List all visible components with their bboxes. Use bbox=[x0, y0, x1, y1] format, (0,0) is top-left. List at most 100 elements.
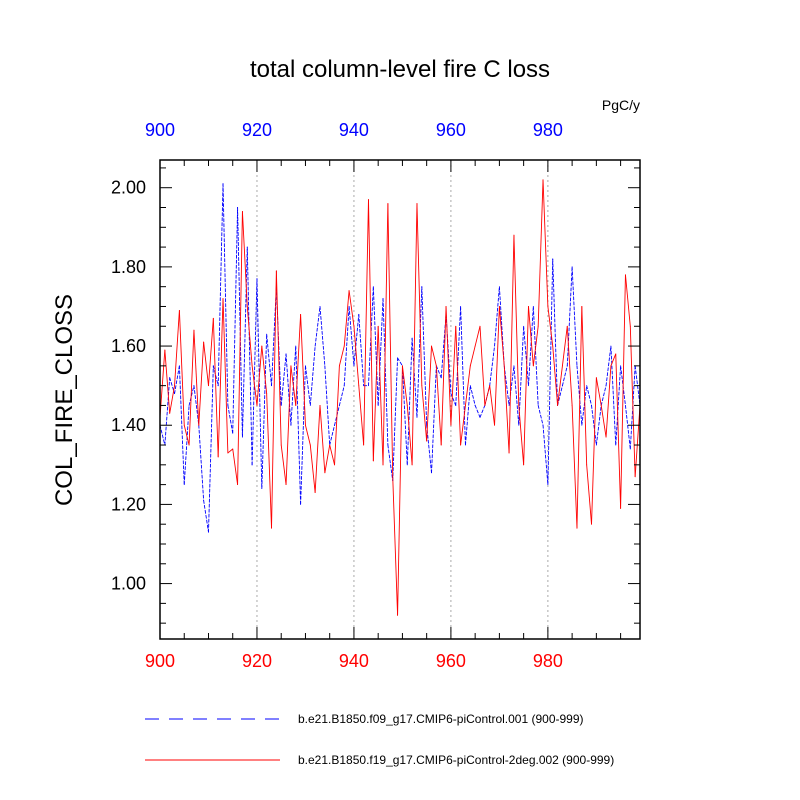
series-2-segment bbox=[183, 424, 190, 446]
series-2-segment bbox=[309, 444, 316, 493]
series-1-segment bbox=[217, 183, 224, 387]
series-1-segment bbox=[324, 365, 331, 446]
series-2-segment bbox=[591, 377, 597, 525]
series-2-segment bbox=[188, 329, 195, 446]
series-2-segment bbox=[174, 309, 180, 387]
series-2-segment bbox=[566, 325, 573, 406]
series-1-segment bbox=[309, 345, 316, 406]
series-1-segment bbox=[329, 424, 335, 446]
series-2-segment bbox=[561, 325, 568, 367]
series-2-segment bbox=[295, 313, 302, 406]
series-1-segment bbox=[232, 207, 239, 434]
series-2-segment bbox=[513, 234, 520, 406]
series-2-segment bbox=[348, 290, 355, 327]
series-2-segment bbox=[275, 270, 282, 446]
series-2-segment bbox=[305, 424, 311, 446]
series-1-segment bbox=[266, 333, 272, 387]
series-2-segment bbox=[416, 203, 423, 387]
series-1-segment bbox=[450, 393, 457, 406]
series-2-segment bbox=[426, 345, 432, 442]
series-2-segment bbox=[494, 306, 500, 426]
series-1-segment bbox=[314, 306, 321, 347]
axis-layer: 900 900 920 920 940 940 960 960 980 980 1.00 1.20 1.… bbox=[111, 120, 640, 671]
series-2-segment bbox=[615, 353, 622, 509]
series-1-segment bbox=[431, 365, 437, 474]
series-2-segment bbox=[271, 270, 277, 529]
plot-frame bbox=[159, 159, 641, 640]
series-1-segment bbox=[295, 345, 302, 505]
series-1-segment bbox=[406, 337, 413, 466]
series-1-segment bbox=[261, 333, 268, 490]
series-2-segment bbox=[581, 306, 588, 466]
series-2-segment bbox=[237, 211, 243, 486]
series-2-segment bbox=[455, 325, 462, 446]
series-2-segment bbox=[353, 325, 360, 387]
series-1-segment bbox=[183, 404, 190, 486]
x-tick-label-bottom: 940 bbox=[339, 651, 369, 671]
series-1-segment bbox=[576, 365, 583, 426]
series-1-segment bbox=[198, 424, 205, 501]
y-axis-label: COL_FIRE_CLOSS bbox=[51, 294, 78, 506]
series-2-segment bbox=[241, 211, 248, 307]
series-2-segment bbox=[445, 306, 452, 426]
series-2-segment bbox=[460, 404, 466, 446]
series-2-segment bbox=[532, 325, 539, 367]
series-2-segment bbox=[498, 306, 505, 367]
series-2-segment bbox=[397, 365, 403, 616]
series-2-segment bbox=[542, 179, 549, 307]
y-tick-label: 1.60 bbox=[111, 336, 146, 356]
series-2-segment bbox=[329, 444, 335, 466]
series-1-segment bbox=[625, 404, 631, 450]
series-2-segment bbox=[358, 385, 365, 446]
series-2-segment bbox=[595, 377, 602, 406]
series-1-segment bbox=[256, 278, 263, 490]
series-1-segment bbox=[605, 345, 612, 387]
series-1-segment bbox=[465, 385, 471, 446]
series-2-segment bbox=[465, 365, 471, 406]
series-1-segment bbox=[474, 404, 481, 418]
series-1-segment bbox=[581, 385, 588, 426]
series-1-segment bbox=[300, 365, 306, 505]
grid-layer bbox=[256, 160, 549, 639]
series-2-segment bbox=[338, 345, 345, 367]
series-1-segment bbox=[571, 266, 578, 367]
series-2-segment bbox=[368, 199, 374, 462]
y-tick-label: 2.00 bbox=[111, 178, 146, 198]
series-2-segment bbox=[159, 349, 166, 418]
series-2-segment bbox=[406, 404, 413, 466]
series-2-segment bbox=[280, 444, 287, 486]
series-2-segment bbox=[300, 313, 306, 426]
series-2-segment bbox=[212, 317, 219, 458]
series-1-segment bbox=[174, 365, 180, 395]
series-2-segment bbox=[363, 199, 369, 446]
series-2-segment bbox=[484, 385, 491, 406]
series-1-segment bbox=[319, 306, 326, 367]
series-1-segment bbox=[479, 404, 486, 418]
series-1-segment bbox=[392, 357, 399, 482]
series-1-segment bbox=[421, 286, 428, 426]
y-tick-label: 1.40 bbox=[111, 415, 146, 435]
series-2-segment bbox=[401, 365, 408, 406]
series-1-segment bbox=[164, 377, 171, 446]
series-2-segment bbox=[576, 306, 583, 529]
series-2-segment bbox=[324, 444, 331, 474]
series-1-segment bbox=[537, 404, 544, 426]
x-tick-label-top: 980 bbox=[533, 120, 563, 140]
series-2-segment bbox=[629, 325, 636, 478]
series-1-segment bbox=[372, 286, 379, 406]
series-1-segment bbox=[358, 313, 365, 387]
series-2-segment bbox=[411, 203, 418, 466]
series-2-segment bbox=[266, 393, 272, 529]
series-2-segment bbox=[503, 365, 510, 454]
series-1-segment bbox=[251, 278, 258, 466]
series-2-segment bbox=[290, 365, 297, 406]
series-2-segment bbox=[227, 448, 234, 454]
series-2-segment bbox=[387, 203, 394, 478]
x-tick-label-top: 920 bbox=[242, 120, 272, 140]
series-1-segment bbox=[586, 385, 592, 406]
series-1-segment bbox=[542, 424, 549, 486]
series-2-segment bbox=[479, 325, 486, 406]
series-2-segment bbox=[232, 448, 239, 486]
series-1-segment bbox=[348, 306, 355, 367]
series-2-segment bbox=[314, 404, 321, 493]
